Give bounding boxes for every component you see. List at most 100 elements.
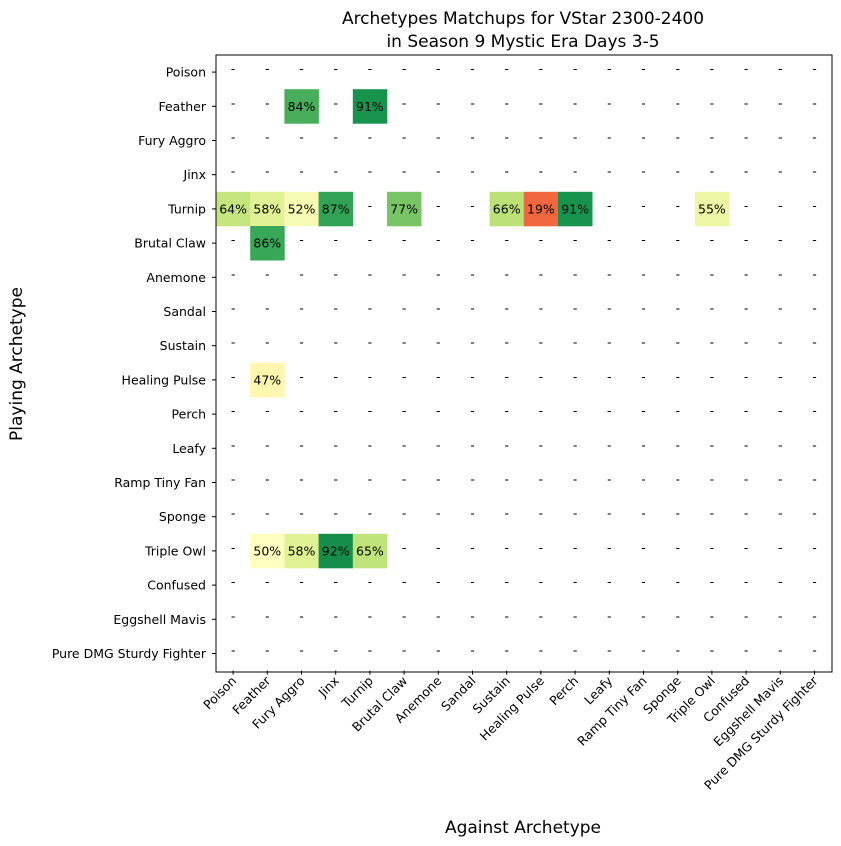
cell-empty-marker: - (436, 540, 441, 555)
heatmap-cell (250, 226, 285, 261)
cell-empty-marker: - (231, 130, 236, 145)
cell-empty-marker: - (436, 472, 441, 487)
cell-empty-marker: - (470, 130, 475, 145)
y-tick-label: Sponge (159, 509, 206, 524)
cell-empty-marker: - (675, 506, 680, 521)
x-tick-label: Perch (546, 673, 581, 708)
cell-empty-marker: - (778, 608, 783, 623)
cell-empty-marker: - (368, 198, 373, 213)
cell-empty-marker: - (333, 130, 338, 145)
cell-empty-marker: - (402, 266, 407, 281)
y-axis-ticks: Poison Feather Fury Aggro Jinx Turnip Brutal … (52, 65, 216, 661)
cell-empty-marker: - (265, 61, 270, 76)
cell-empty-marker: - (778, 61, 783, 76)
cell-empty-marker: - (231, 472, 236, 487)
cell-empty-marker: - (470, 95, 475, 110)
cell-empty-marker: - (299, 232, 304, 247)
cell-empty-marker: - (812, 608, 817, 623)
cell-empty-marker: - (641, 232, 646, 247)
cell-empty-marker: - (744, 198, 749, 213)
cell-empty-marker: - (607, 232, 612, 247)
cell-empty-marker: - (710, 335, 715, 350)
cell-empty-marker: - (436, 130, 441, 145)
cell-empty-marker: - (333, 232, 338, 247)
heatmap-cell (250, 191, 285, 227)
cell-empty-marker: - (539, 95, 544, 110)
cell-empty-marker: - (778, 198, 783, 213)
cell-empty-marker: - (470, 643, 475, 658)
cell-empty-marker: - (778, 643, 783, 658)
cell-empty-marker: - (539, 608, 544, 623)
y-tick-label: Poison (166, 65, 206, 80)
cell-empty-marker: - (504, 506, 509, 521)
cell-empty-marker: - (710, 61, 715, 76)
cell-empty-marker: - (744, 130, 749, 145)
cell-empty-marker: - (368, 403, 373, 418)
cell-empty-marker: - (504, 301, 509, 316)
cell-empty-marker: - (504, 574, 509, 589)
cell-empty-marker: - (333, 506, 338, 521)
y-tick-label: Perch (172, 407, 206, 422)
cell-empty-marker: - (641, 266, 646, 281)
cell-empty-marker: - (675, 574, 680, 589)
cell-empty-marker: - (504, 130, 509, 145)
cell-empty-marker: - (402, 95, 407, 110)
cell-empty-marker: - (368, 266, 373, 281)
cell-empty-marker: - (607, 403, 612, 418)
chart-title-line2: in Season 9 Mystic Era Days 3-5 (386, 32, 659, 52)
cell-empty-marker: - (710, 164, 715, 179)
heatmap-cell (352, 533, 388, 569)
cell-empty-marker: - (265, 301, 270, 316)
cell-empty-marker: - (778, 266, 783, 281)
cell-empty-marker: - (265, 574, 270, 589)
cell-empty-marker: - (812, 130, 817, 145)
cell-empty-marker: - (368, 164, 373, 179)
x-axis-label: Against Archetype (445, 818, 601, 838)
cell-empty-marker: - (641, 369, 646, 384)
cell-empty-marker: - (333, 95, 338, 110)
cell-empty-marker: - (470, 335, 475, 350)
cell-empty-marker: - (504, 437, 509, 452)
heatmap-cell (216, 191, 251, 227)
cell-empty-marker: - (573, 506, 578, 521)
cell-empty-marker: - (675, 198, 680, 213)
cell-empty-marker: - (504, 472, 509, 487)
cell-empty-marker: - (231, 266, 236, 281)
cell-empty-marker: - (641, 574, 646, 589)
cell-value-label: 91% (356, 99, 384, 114)
cell-empty-marker: - (641, 608, 646, 623)
y-tick-label: Triple Owl (144, 543, 206, 558)
cell-empty-marker: - (504, 608, 509, 623)
cell-empty-marker: - (710, 643, 715, 658)
cell-empty-marker: - (710, 608, 715, 623)
cell-empty-marker: - (470, 301, 475, 316)
y-tick-label: Healing Pulse (122, 372, 207, 387)
cell-empty-marker: - (231, 608, 236, 623)
cell-empty-marker: - (436, 61, 441, 76)
cell-empty-marker: - (744, 266, 749, 281)
cell-empty-marker: - (675, 266, 680, 281)
cell-empty-marker: - (539, 130, 544, 145)
cell-empty-marker: - (573, 301, 578, 316)
cell-empty-marker: - (470, 369, 475, 384)
cell-empty-marker: - (402, 403, 407, 418)
cell-empty-marker: - (299, 403, 304, 418)
cell-empty-marker: - (436, 608, 441, 623)
heatmap-cell (284, 533, 319, 569)
cell-empty-marker: - (368, 643, 373, 658)
cell-empty-marker: - (641, 61, 646, 76)
cell-empty-marker: - (641, 540, 646, 555)
cell-empty-marker: - (504, 232, 509, 247)
cell-empty-marker: - (812, 198, 817, 213)
cell-empty-marker: - (299, 574, 304, 589)
cell-empty-marker: - (539, 540, 544, 555)
cell-empty-marker: - (231, 61, 236, 76)
cell-empty-marker: - (710, 403, 715, 418)
cell-value-label: 92% (322, 543, 350, 558)
cell-empty-marker: - (333, 403, 338, 418)
cell-empty-marker: - (265, 335, 270, 350)
cell-empty-marker: - (539, 403, 544, 418)
cell-empty-marker: - (436, 506, 441, 521)
cell-empty-marker: - (812, 301, 817, 316)
